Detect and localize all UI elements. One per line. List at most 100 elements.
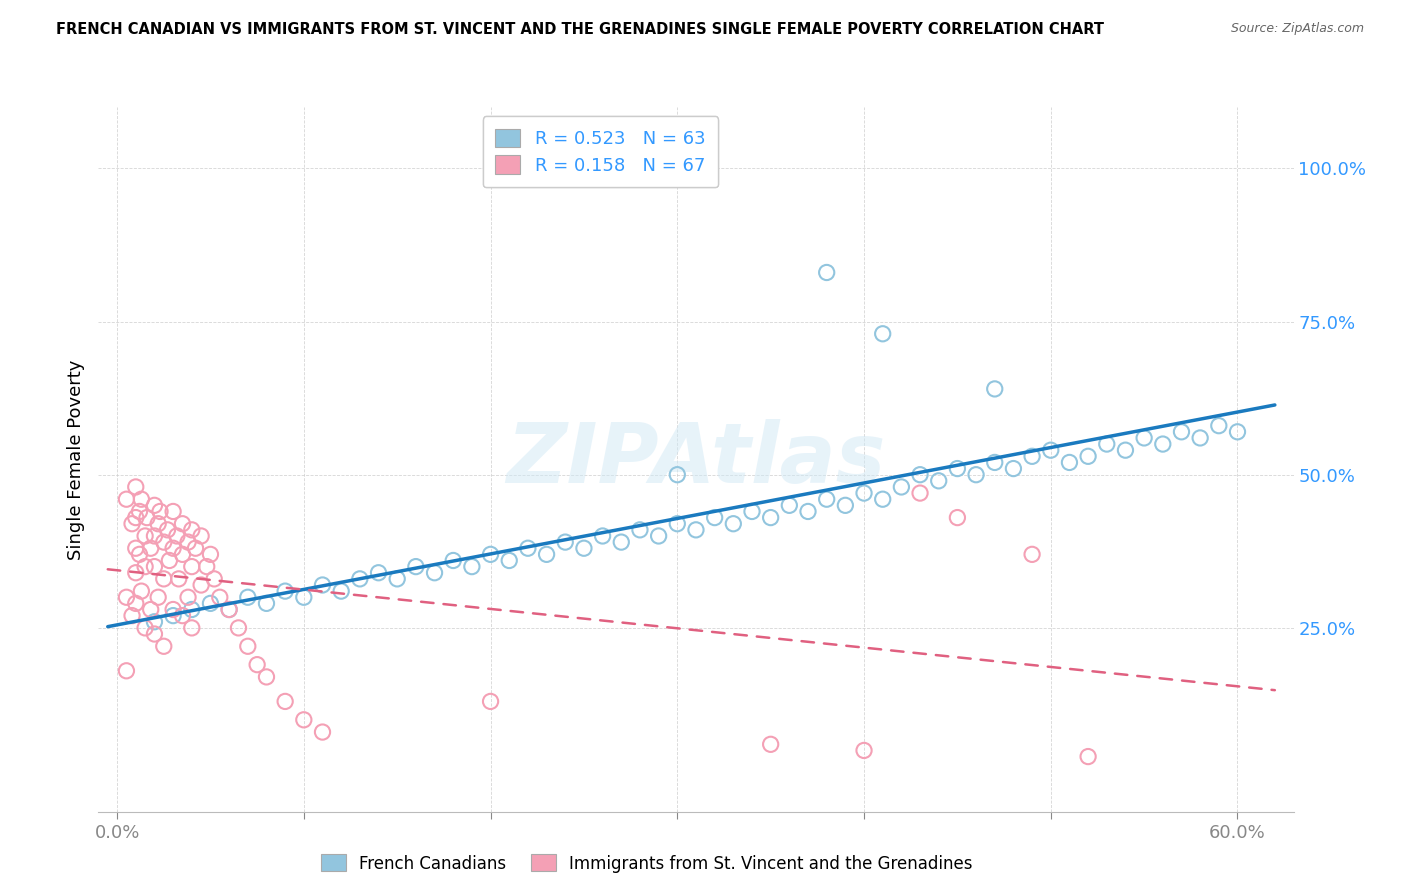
Point: [1059, 455, 1081, 469]
Point: [405, 559, 427, 574]
Point: [703, 510, 725, 524]
Point: [984, 455, 1007, 469]
Point: [723, 516, 745, 531]
Point: [200, 596, 222, 610]
Point: [1095, 437, 1118, 451]
Point: [890, 480, 912, 494]
Point: [853, 743, 876, 757]
Point: [423, 566, 446, 580]
Text: ZIPAtlas: ZIPAtlas: [506, 419, 886, 500]
Legend: R = 0.523   N = 63, R = 0.158   N = 67: R = 0.523 N = 63, R = 0.158 N = 67: [482, 116, 718, 187]
Point: [1002, 461, 1025, 475]
Point: [759, 510, 782, 524]
Point: [853, 486, 876, 500]
Point: [121, 608, 143, 623]
Point: [134, 529, 156, 543]
Point: [1208, 418, 1230, 433]
Point: [180, 602, 202, 616]
Point: [1114, 443, 1136, 458]
Legend: French Canadians, Immigrants from St. Vincent and the Grenadines: French Canadians, Immigrants from St. Vi…: [314, 847, 980, 880]
Point: [177, 591, 200, 605]
Point: [1021, 450, 1043, 464]
Point: [479, 694, 502, 708]
Point: [797, 504, 820, 518]
Point: [385, 572, 409, 586]
Point: [162, 541, 184, 556]
Point: [330, 584, 353, 599]
Point: [162, 504, 184, 518]
Point: [218, 602, 240, 616]
Point: [479, 547, 502, 561]
Point: [815, 492, 838, 507]
Point: [208, 591, 231, 605]
Point: [180, 559, 202, 574]
Point: [441, 553, 464, 567]
Point: [125, 596, 148, 610]
Point: [1077, 749, 1099, 764]
Point: [166, 529, 188, 543]
Point: [128, 547, 150, 561]
Point: [228, 621, 250, 635]
Point: [872, 492, 894, 507]
Point: [647, 529, 669, 543]
Point: [965, 467, 987, 482]
Point: [202, 572, 225, 586]
Point: [115, 591, 138, 605]
Point: [152, 535, 174, 549]
Point: [172, 608, 194, 623]
Point: [128, 504, 150, 518]
Point: [125, 566, 148, 580]
Point: [1226, 425, 1249, 439]
Point: [200, 547, 222, 561]
Point: [115, 492, 138, 507]
Point: [184, 541, 207, 556]
Point: [628, 523, 651, 537]
Point: [984, 382, 1007, 396]
Point: [143, 499, 166, 513]
Point: [908, 486, 931, 500]
Point: [815, 265, 838, 279]
Point: [143, 627, 166, 641]
Point: [1189, 431, 1212, 445]
Point: [274, 694, 297, 708]
Point: [148, 516, 170, 531]
Point: [190, 529, 212, 543]
Point: [177, 535, 200, 549]
Point: [134, 621, 156, 635]
Point: [180, 621, 202, 635]
Point: [256, 670, 278, 684]
Point: [190, 578, 212, 592]
Point: [292, 591, 315, 605]
Point: [498, 553, 520, 567]
Point: [928, 474, 950, 488]
Point: [167, 572, 190, 586]
Point: [156, 523, 179, 537]
Point: [152, 640, 174, 654]
Point: [311, 578, 333, 592]
Point: [125, 510, 148, 524]
Point: [516, 541, 538, 556]
Point: [148, 591, 170, 605]
Point: [195, 559, 218, 574]
Point: [778, 499, 800, 513]
Point: [1021, 547, 1043, 561]
Point: [572, 541, 595, 556]
Point: [246, 657, 269, 672]
Point: [946, 510, 969, 524]
Point: [1170, 425, 1192, 439]
Point: [152, 572, 174, 586]
Point: [180, 523, 202, 537]
Point: [125, 541, 148, 556]
Point: [908, 467, 931, 482]
Point: [236, 640, 259, 654]
Point: [1152, 437, 1174, 451]
Point: [610, 535, 633, 549]
Point: [115, 664, 138, 678]
Point: [139, 541, 162, 556]
Text: FRENCH CANADIAN VS IMMIGRANTS FROM ST. VINCENT AND THE GRENADINES SINGLE FEMALE : FRENCH CANADIAN VS IMMIGRANTS FROM ST. V…: [56, 22, 1104, 37]
Point: [121, 516, 143, 531]
Point: [685, 523, 707, 537]
Point: [274, 584, 297, 599]
Point: [741, 504, 763, 518]
Point: [134, 559, 156, 574]
